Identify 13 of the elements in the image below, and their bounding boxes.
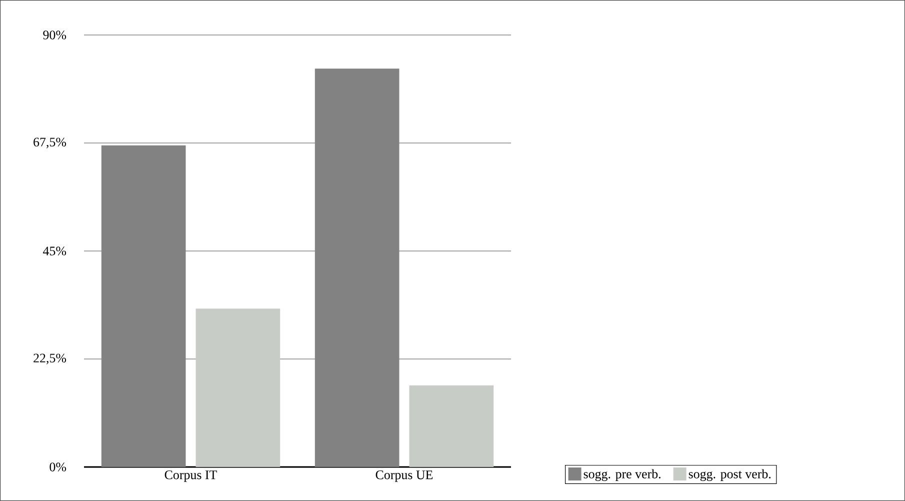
bar: [314, 68, 400, 467]
y-tick-label: 22,5%: [34, 354, 66, 364]
bar: [409, 385, 494, 467]
bar: [101, 145, 186, 467]
x-tick-label: Corpus UE: [376, 470, 433, 482]
y-tick-label: 45%: [42, 246, 66, 256]
bar: [196, 308, 280, 467]
legend-label: sogg. post verb.: [688, 469, 771, 482]
y-tick-label: 0%: [50, 462, 66, 472]
y-tick-label: 67,5%: [34, 138, 66, 148]
legend-label: sogg. pre verb.: [584, 469, 660, 482]
y-tick-label: 90%: [43, 30, 66, 40]
x-tick-label: Corpus IT: [164, 470, 217, 482]
